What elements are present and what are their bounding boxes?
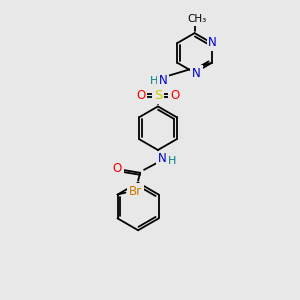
Text: N: N bbox=[208, 37, 217, 50]
Text: O: O bbox=[136, 89, 146, 102]
Text: H: H bbox=[150, 76, 158, 85]
Text: H: H bbox=[168, 156, 176, 166]
Text: N: N bbox=[158, 74, 167, 87]
Text: N: N bbox=[158, 152, 166, 165]
Text: CH₃: CH₃ bbox=[187, 14, 206, 24]
Text: O: O bbox=[113, 162, 122, 175]
Text: N: N bbox=[192, 67, 201, 80]
Text: Br: Br bbox=[129, 185, 142, 198]
Text: S: S bbox=[154, 89, 162, 102]
Text: O: O bbox=[170, 89, 179, 102]
